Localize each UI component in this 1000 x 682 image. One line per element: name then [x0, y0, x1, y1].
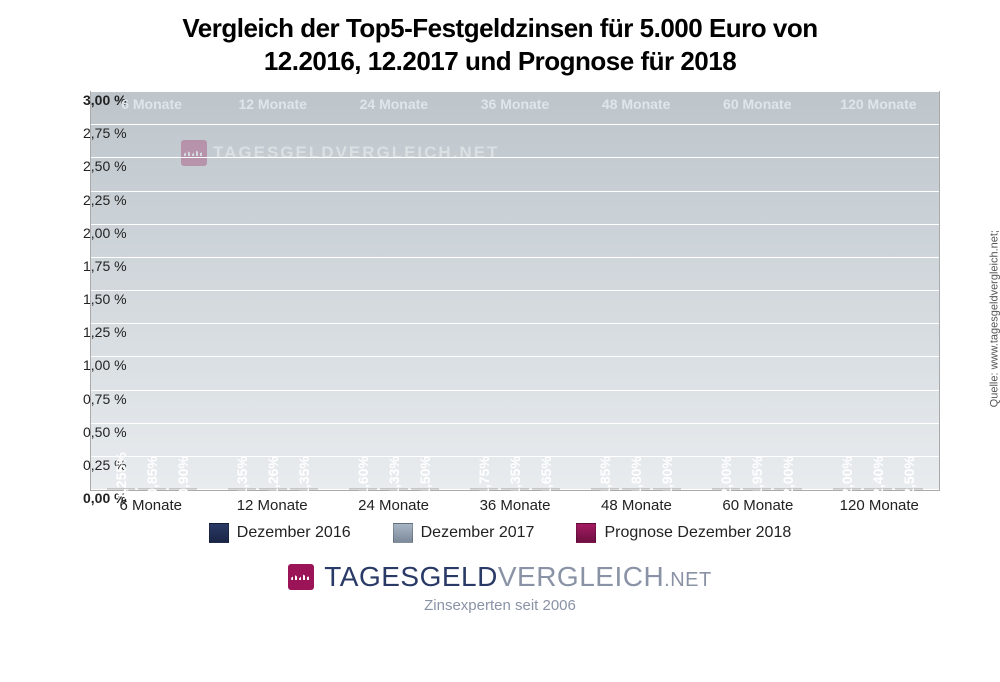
bar-group: 1,60%1,33%1,50% [349, 488, 439, 490]
bar-value-label: 1,35% [234, 456, 250, 496]
bar-value-label: 1,65% [538, 456, 554, 496]
bar: 1,35% [501, 488, 529, 490]
bar: 2,00% [833, 488, 861, 490]
bar: 1,26% [259, 488, 287, 490]
brand-logo-text: TAGESGELDVERGLEICH.NET [288, 561, 711, 593]
title-line-1: Vergleich der Top5-Festgeldzinsen für 5.… [182, 13, 817, 43]
bar: 2,00% [712, 488, 740, 490]
chart-area: TAGESGELDVERGLEICH.NET 0,00 %0,25 %0,50 … [90, 91, 940, 521]
bar: 2,50% [895, 488, 923, 490]
bar-value-label: 2,00% [780, 456, 796, 496]
bar: 1,60% [349, 488, 377, 490]
bar-value-label: 1,50% [417, 456, 433, 496]
bar-value-label: 1,33% [386, 456, 402, 496]
watermark-icon [181, 140, 207, 166]
legend-swatch [209, 523, 229, 543]
bar-value-label: 1,95% [749, 456, 765, 496]
brand-word-1: TAGESGELD [324, 561, 498, 592]
bar: 1,33% [380, 488, 408, 490]
legend: Dezember 2016 Dezember 2017 Prognose Dezem… [0, 523, 1000, 543]
bar: 1,50% [411, 488, 439, 490]
bar-group: 2,00%2,40%2,50% [833, 488, 923, 490]
bar: 1,80% [622, 488, 650, 490]
bar: 1,35% [228, 488, 256, 490]
bar-value-label: 1,60% [355, 456, 371, 496]
bar-value-label: 0,90% [175, 456, 191, 496]
bar: 1,90% [653, 488, 681, 490]
bar: 1,65% [532, 488, 560, 490]
chart-title: Vergleich der Top5-Festgeldzinsen für 5.… [0, 0, 1000, 83]
watermark: TAGESGELDVERGLEICH.NET [181, 140, 499, 166]
bar: 2,00% [774, 488, 802, 490]
title-line-2: 12.2016, 12.2017 und Prognose für 2018 [264, 46, 736, 76]
bar-group: 2,00%1,95%2,00% [712, 488, 802, 490]
bar-group: 1,75%1,35%1,65% [470, 488, 560, 490]
bar-value-label: 1,85% [597, 456, 613, 496]
bar-value-label: 2,00% [839, 456, 855, 496]
bar: 1,75% [470, 488, 498, 490]
legend-item: Dezember 2016 [209, 523, 351, 543]
bar: 1,85% [591, 488, 619, 490]
brand-icon [288, 564, 314, 590]
legend-swatch [576, 523, 596, 543]
bar-value-label: 1,75% [476, 456, 492, 496]
bar: 1,95% [743, 488, 771, 490]
bar-value-label: 0,85% [144, 456, 160, 496]
x-axis-labels: 6 Monate12 Monate24 Monate36 Monate48 Mo… [90, 491, 940, 521]
legend-label: Dezember 2016 [237, 524, 351, 542]
bar-value-label: 2,40% [870, 456, 886, 496]
bar-value-label: 1,35% [296, 456, 312, 496]
legend-item: Dezember 2017 [393, 523, 535, 543]
bar: 1,255% [107, 488, 135, 490]
bar-group: 1,255%0,85%0,90% [107, 488, 197, 490]
bar-group: 1,35%1,26%1,35% [228, 488, 318, 490]
bar: 0,90% [169, 488, 197, 490]
bar: 0,85% [138, 488, 166, 490]
bar-value-label: 1,26% [265, 456, 281, 496]
bar: 2,40% [864, 488, 892, 490]
brand-word-2: VERGLEICH [498, 561, 664, 592]
bar-value-label: 1,80% [628, 456, 644, 496]
bar-value-label: 1,35% [507, 456, 523, 496]
bar-group: 1,85%1,80%1,90% [591, 488, 681, 490]
branding: TAGESGELDVERGLEICH.NET Zinsexperten seit… [0, 561, 1000, 614]
plot-background: TAGESGELDVERGLEICH.NET 0,00 %0,25 %0,50 … [90, 91, 940, 491]
source-citation: Quelle: www.tagesgeldvergleich.net; [988, 230, 1000, 407]
brand-tagline: Zinsexperten seit 2006 [0, 597, 1000, 614]
legend-label: Prognose Dezember 2018 [604, 524, 791, 542]
bar-value-label: 1,90% [659, 456, 675, 496]
legend-item: Prognose Dezember 2018 [576, 523, 791, 543]
legend-label: Dezember 2017 [421, 524, 535, 542]
bar-value-label: 2,50% [901, 456, 917, 496]
bar-value-label: 2,00% [718, 456, 734, 496]
brand-tld: .NET [664, 569, 712, 591]
legend-swatch [393, 523, 413, 543]
bar: 1,35% [290, 488, 318, 490]
